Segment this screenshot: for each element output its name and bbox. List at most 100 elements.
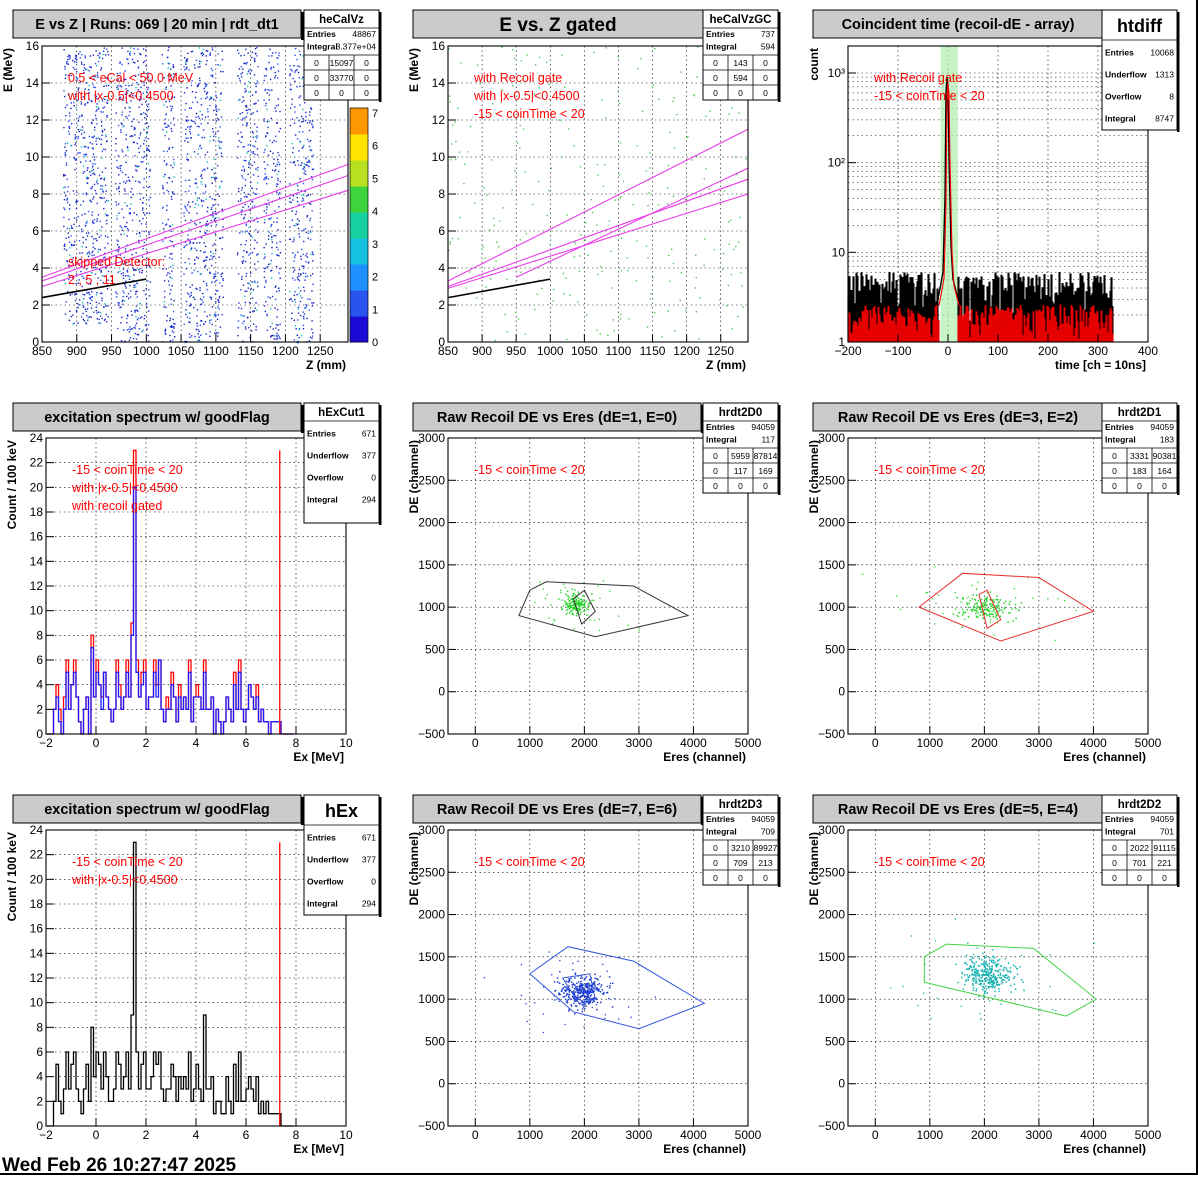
heatmap-cell [93, 254, 95, 256]
heatmap-cell [267, 199, 269, 201]
x-tick-label: 5000 [1135, 1128, 1162, 1142]
scatter-point [960, 1005, 962, 1008]
heatmap-cell [277, 229, 279, 231]
stats-grid-cell: 0 [364, 73, 369, 83]
heatmap-cell [88, 98, 91, 101]
scatter-point [992, 600, 994, 602]
heatmap-cell [210, 97, 213, 99]
stats-key: Overflow [307, 472, 344, 482]
heatmap-cell [145, 223, 147, 225]
heatmap-cell [204, 153, 207, 156]
heatmap-cell [115, 143, 117, 145]
scatter-point [667, 310, 669, 312]
heatmap-cell [104, 177, 106, 179]
heatmap-cell [77, 200, 79, 202]
scatter-point [967, 942, 969, 944]
heatmap-cell [249, 143, 252, 146]
heatmap-cell [186, 60, 188, 62]
heatmap-cell [73, 157, 75, 159]
scatter-point [585, 985, 587, 987]
heatmap-cell [209, 271, 211, 274]
y-tick-label: 1000 [418, 992, 445, 1006]
heatmap-cell [134, 95, 137, 97]
heatmap-cell [248, 254, 250, 256]
heatmap-cell [134, 75, 137, 77]
heatmap-cell [78, 130, 80, 133]
heatmap-cell [267, 263, 270, 266]
heatmap-cell [139, 192, 141, 195]
heatmap-cell [103, 128, 106, 131]
heatmap-cell [91, 186, 94, 188]
heatmap-cell [87, 283, 90, 285]
heatmap-cell [104, 201, 107, 203]
heatmap-cell [294, 254, 297, 256]
heatmap-cell [243, 100, 245, 102]
heatmap-cell [246, 230, 248, 232]
scatter-point [1005, 600, 1007, 603]
heatmap-cell [216, 290, 219, 292]
heatmap-cell [86, 182, 89, 185]
heatmap-cell [106, 102, 109, 105]
cut-outer-polygon [529, 946, 706, 1030]
heatmap-cell [94, 75, 97, 78]
heatmap-cell [144, 123, 147, 125]
heatmap-cell [170, 164, 172, 167]
heatmap-cell [190, 247, 193, 250]
heatmap-cell [126, 92, 129, 94]
heatmap-cell [305, 157, 307, 160]
x-tick-label: 2 [143, 1128, 150, 1142]
heatmap-cell [248, 69, 250, 71]
heatmap-cell [296, 196, 299, 199]
stats-key: Underflow [307, 854, 349, 864]
x-tick-label: 4 [193, 1128, 200, 1142]
scatter-point [924, 963, 926, 966]
heatmap-cell [98, 138, 101, 140]
heatmap-cell [256, 80, 259, 82]
heatmap-cell [169, 326, 172, 328]
scatter-point [728, 243, 730, 245]
heatmap-cell [139, 198, 141, 200]
scatter-point [563, 995, 566, 998]
scatter-point [910, 935, 913, 937]
heatmap-cell [291, 103, 293, 105]
heatmap-cell [256, 137, 258, 139]
scatter-point [494, 339, 497, 342]
scatter-point [1023, 989, 1025, 992]
heatmap-cell [106, 140, 108, 143]
scatter-point [573, 992, 575, 995]
heatmap-cell [196, 288, 198, 290]
heatmap-cell [277, 287, 280, 289]
heatmap-cell [245, 63, 247, 65]
heatmap-cell [91, 100, 93, 103]
scatter-point [568, 991, 571, 993]
heatmap-cell [149, 170, 151, 172]
heatmap-cell [210, 296, 213, 299]
scatter-point [583, 599, 585, 601]
heatmap-cell [71, 293, 73, 295]
heatmap-cell [273, 234, 275, 237]
heatmap-cell [311, 155, 313, 158]
heatmap-cell [62, 186, 65, 189]
heatmap-cell [267, 235, 270, 237]
heatmap-cell [170, 122, 172, 124]
heatmap-cell [139, 113, 142, 115]
heatmap-cell [167, 95, 169, 97]
scatter-point [1009, 970, 1011, 972]
scatter-point [981, 959, 983, 961]
heatmap-cell [104, 256, 106, 258]
scatter-point [571, 995, 574, 998]
heatmap-cell [300, 190, 303, 192]
heatmap-cell [167, 218, 169, 221]
scatter-point [975, 588, 978, 590]
heatmap-cell [137, 147, 140, 150]
heatmap-cell [107, 200, 110, 202]
scatter-point [486, 194, 488, 196]
scatter-point [595, 988, 597, 991]
scatter-point [996, 980, 998, 982]
heatmap-cell [67, 55, 69, 58]
heatmap-cell [296, 138, 299, 140]
kinematic-line [515, 167, 749, 278]
heatmap-cell [169, 240, 172, 242]
scatter-point [568, 979, 571, 981]
scatter-point [972, 984, 974, 986]
